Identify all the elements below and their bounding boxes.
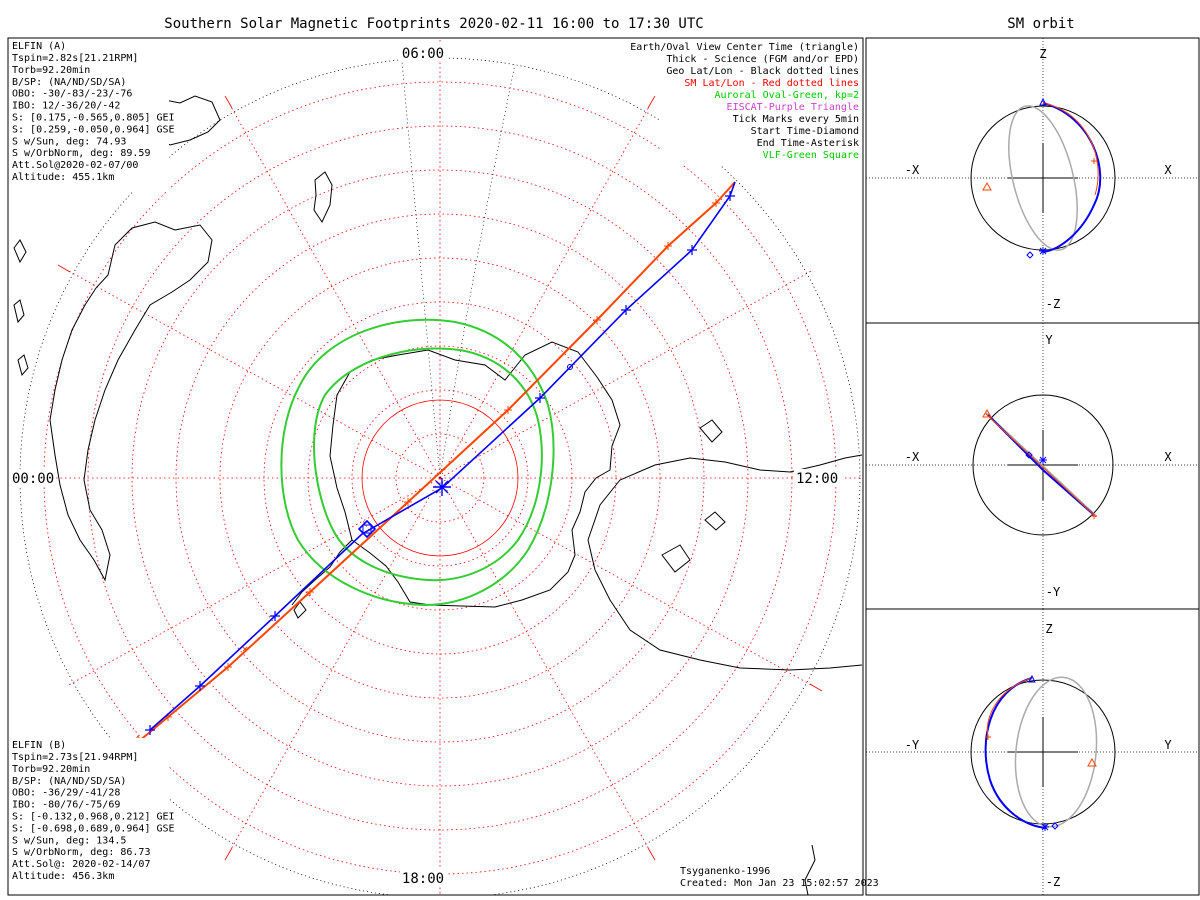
elfin-a-parameters: Tspin=2.82s[21.21RPM]Torb=92.20minB/SP: … [12, 53, 175, 183]
axis-label-left: -Y [905, 738, 920, 752]
elfin-a-orbit-trace [984, 677, 1047, 829]
elfin-a-param-line: Altitude: 455.1km [12, 172, 114, 183]
sm-meridian-ticks [57, 95, 823, 861]
axis-label-right: X [1164, 163, 1172, 177]
elfin-b-param-line: S w/Sun, deg: 134.5 [12, 835, 126, 846]
earth-reference-circle [970, 679, 1116, 825]
elfin-a-start-square [362, 524, 372, 534]
legend-entries: Earth/Oval View Center Time (triangle)Th… [630, 42, 859, 161]
polar-map: 06:00 18:00 00:00 12:00 [10, 40, 863, 895]
legend-entry: Earth/Oval View Center Time (triangle) [630, 42, 859, 53]
elfin-a-start-diamond [357, 519, 377, 539]
elfin-b-orbit-trace [986, 677, 1033, 739]
footer: Tsyganenko-1996 Created: Mon Jan 23 15:0… [680, 866, 879, 889]
elfin-a-end-asterisk [433, 478, 451, 496]
legend-entry: End Time-Asterisk [757, 138, 859, 149]
elfin-b-orbit-trace [985, 413, 1097, 518]
elfin-a-orbit-trace [1042, 102, 1102, 253]
elfin-b-parameters: Tspin=2.73s[21.94RPM]Torb=92.20minB/SP: … [12, 752, 175, 882]
orbit-panel-frame [865, 322, 1200, 610]
elfin-b-track [130, 181, 736, 749]
axis-label-top: Y [1045, 333, 1053, 347]
elfin-a-param-line: IBO: 12/-36/20/-42 [12, 101, 120, 112]
sm-latlon-grid [10, 40, 860, 895]
orbit-panel-frame [865, 37, 1200, 324]
orbit-panel-yz: Z -Z -Y Y [865, 608, 1200, 896]
elfin-b-info: ELFIN (B) Tspin=2.73s[21.94RPM]Torb=92.2… [9, 738, 175, 893]
elfin-b-param-line: S w/OrbNorm, deg: 86.73 [12, 847, 150, 858]
coastlines [13, 95, 863, 895]
elfin-a-param-line: OBO: -30/-83/-23/-76 [12, 89, 132, 100]
legend-entry: Auroral Oval-Green, kp=2 [715, 90, 860, 101]
mlt-label-right: 12:00 [796, 471, 838, 487]
legend-entry: Start Time-Diamond [751, 126, 859, 137]
mlt-label-bottom: 18:00 [402, 871, 444, 887]
elfin-b-param-line: Torb=92.20min [12, 764, 90, 775]
auroral-oval [280, 318, 555, 607]
elfin-b-label: ELFIN (B) [12, 740, 66, 751]
elfin-b-param-line: B/SP: (NA/ND/SD/SA) [12, 776, 126, 787]
elfin-b-param-line: S: [-0.132,0.968,0.212] GEI [12, 812, 175, 823]
axis-label-top: Z [1039, 47, 1046, 61]
sm-lat-ring [361, 399, 519, 557]
axis-label-left: -X [905, 450, 920, 464]
elfin-a-param-line: Torb=92.20min [12, 65, 90, 76]
legend-entry: SM Lat/Lon - Red dotted lines [684, 78, 859, 89]
legend-entry: VLF-Green Square [763, 150, 859, 161]
legend-entry: Thick - Science (FGM and/or EPD) [666, 54, 859, 65]
axis-label-top: Z [1045, 622, 1052, 636]
axis-label-bottom: -Z [1046, 297, 1060, 311]
elfin-a-param-line: S: [0.259,-0.050,0.964] GSE [12, 124, 175, 135]
orbit-panel-title: SM orbit [1007, 16, 1074, 32]
map-frame [7, 37, 864, 896]
elfin-a-param-line: S w/OrbNorm, deg: 89.59 [12, 148, 150, 159]
legend-entry: Tick Marks every 5min [733, 114, 859, 125]
elfin-b-orbit-trace [1042, 102, 1099, 196]
other-orbit-trace [1008, 105, 1078, 251]
elfin-a-marker [567, 364, 573, 370]
earth-reference-circle [972, 394, 1114, 536]
map-boundary-circle [19, 57, 861, 895]
created-timestamp: Created: Mon Jan 23 15:02:57 2023 [680, 878, 879, 889]
elfin-b-param-line: Altitude: 456.3km [12, 871, 114, 882]
elfin-b-param-line: OBO: -36/29/-41/28 [12, 788, 120, 799]
figure-title: Southern Solar Magnetic Footprints 2020-… [164, 16, 703, 32]
elfin-a-track [145, 181, 736, 735]
elfin-a-param-line: S: [0.175,-0.565,0.805] GEI [12, 113, 175, 124]
axis-label-left: -X [905, 163, 920, 177]
legend-entry: Geo Lat/Lon - Black dotted lines [666, 66, 859, 77]
axis-label-bottom: -Z [1046, 875, 1060, 889]
elfin-a-param-line: B/SP: (NA/ND/SD/SA) [12, 77, 126, 88]
elfin-b-param-line: IBO: -80/76/-75/69 [12, 800, 120, 811]
model-label: Tsyganenko-1996 [680, 866, 770, 877]
legend-entry: EISCAT-Purple Triangle [727, 102, 859, 113]
elfin-b-minor-tick [242, 646, 248, 652]
elfin-b-param-line: Att.Sol@: 2020-02-14/07 [12, 859, 150, 870]
mlt-labels: 06:00 18:00 00:00 12:00 [10, 44, 842, 887]
axis-label-right: X [1164, 450, 1172, 464]
elfin-b-param-line: Tspin=2.73s[21.94RPM] [12, 752, 138, 763]
axis-label-right: Y [1164, 738, 1172, 752]
elfin-a-param-line: S w/Sun, deg: 74.93 [12, 136, 126, 147]
axis-label-bottom: -Y [1046, 585, 1061, 599]
elfin-a-info: ELFIN (A) Tspin=2.82s[21.21RPM]Torb=92.2… [9, 39, 175, 192]
orbit-panel-xy: Y -Y -X X [865, 322, 1200, 610]
elfin-b-tick-marks [164, 199, 720, 721]
elfin-a-tick-marks [145, 191, 735, 735]
mlt-label-left: 00:00 [12, 471, 54, 487]
elfin-a-param-line: Att.Sol@2020-02-07/00 [12, 160, 138, 171]
elfin-a-label: ELFIN (A) [12, 41, 66, 52]
legend: Earth/Oval View Center Time (triangle)Th… [630, 40, 862, 165]
elfin-a-param-line: Tspin=2.82s[21.21RPM] [12, 53, 138, 64]
mlt-label-top: 06:00 [402, 46, 444, 62]
orbit-panel-xz: Z -Z -X X [865, 37, 1200, 324]
elfin-b-param-line: S: [-0.698,0.689,0.964] GSE [12, 823, 175, 834]
